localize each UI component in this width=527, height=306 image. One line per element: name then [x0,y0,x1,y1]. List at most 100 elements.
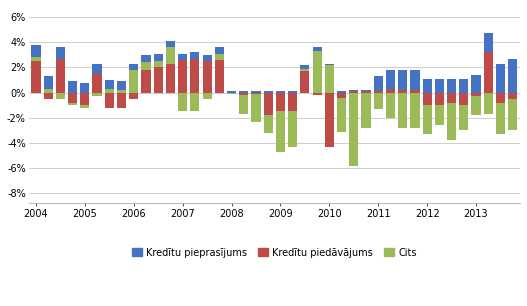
Bar [386,93,395,118]
Bar [484,52,493,93]
Bar [251,94,260,121]
Bar [411,93,419,128]
Bar [190,58,199,93]
Bar [276,93,285,111]
Bar [423,79,432,93]
Bar [435,79,444,93]
Bar [398,70,407,90]
Bar [435,93,444,105]
Bar [44,89,53,93]
Bar [166,41,175,47]
Bar [300,71,309,93]
Bar [459,105,469,130]
Bar [153,67,163,93]
Bar [337,93,346,98]
Bar [300,69,309,71]
Bar [313,51,321,93]
Bar [178,93,187,111]
Bar [398,93,407,128]
Bar [202,93,212,99]
Bar [56,58,65,93]
Bar [313,93,321,95]
Bar [105,89,114,93]
Bar [141,55,151,62]
Bar [411,70,419,90]
Bar [264,93,273,115]
Bar [31,61,41,93]
Bar [325,64,334,65]
Bar [447,79,456,93]
Bar [31,57,41,61]
Bar [239,91,248,93]
Bar [264,115,273,133]
Bar [92,74,102,93]
Bar [447,93,456,103]
Bar [276,91,285,93]
Bar [496,93,505,103]
Bar [472,75,481,93]
Bar [386,70,395,89]
Bar [92,64,102,74]
Bar [276,111,285,152]
Bar [129,70,138,93]
Bar [80,105,90,108]
Bar [508,58,518,93]
Bar [153,54,163,61]
Bar [129,93,138,99]
Bar [80,93,90,105]
Bar [484,93,493,114]
Bar [190,93,199,111]
Bar [496,103,505,134]
Bar [313,47,321,51]
Bar [141,62,151,70]
Bar [31,45,41,57]
Bar [496,64,505,93]
Bar [117,90,126,93]
Bar [423,105,432,134]
Bar [288,93,297,111]
Bar [508,93,518,99]
Bar [264,91,273,93]
Bar [56,93,65,99]
Bar [423,93,432,105]
Bar [374,93,383,109]
Bar [349,91,358,93]
Bar [117,81,126,90]
Bar [484,33,493,52]
Bar [214,54,224,60]
Bar [129,64,138,70]
Bar [190,52,199,58]
Bar [68,93,77,103]
Bar [239,95,248,114]
Bar [153,61,163,67]
Bar [44,93,53,99]
Bar [251,91,260,93]
Bar [325,65,334,93]
Bar [362,91,370,93]
Bar [447,103,456,140]
Bar [178,54,187,60]
Bar [44,76,53,89]
Bar [56,47,65,58]
Bar [214,60,224,93]
Bar [459,93,469,105]
Bar [105,80,114,89]
Bar [337,98,346,132]
Bar [508,99,518,130]
Bar [435,105,444,125]
Bar [472,96,481,115]
Bar [141,70,151,93]
Bar [105,93,114,108]
Bar [227,93,236,94]
Bar [349,90,358,91]
Bar [166,64,175,93]
Bar [300,65,309,69]
Bar [386,89,395,93]
Bar [68,81,77,93]
Bar [166,47,175,64]
Bar [178,60,187,93]
Bar [459,79,469,93]
Bar [472,93,481,96]
Bar [68,103,77,105]
Bar [411,90,419,93]
